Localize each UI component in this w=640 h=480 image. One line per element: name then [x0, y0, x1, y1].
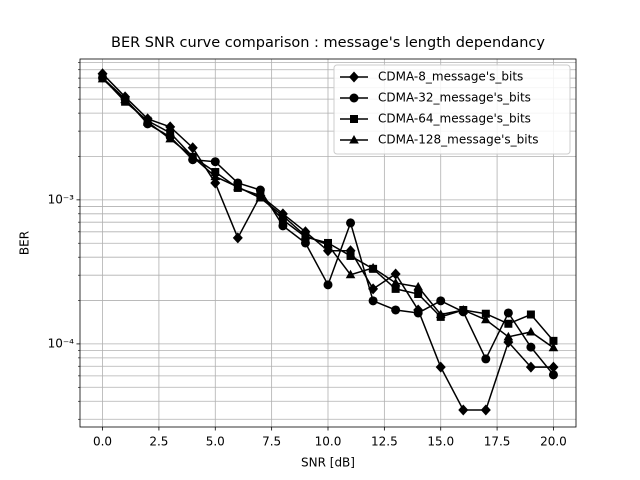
marker [503, 331, 514, 341]
marker [120, 94, 130, 104]
legend-label: CDMA-128_message's_bits [378, 133, 539, 147]
marker [166, 128, 175, 137]
marker [165, 121, 176, 133]
marker [435, 309, 446, 319]
legend-label: CDMA-64_message's_bits [378, 112, 531, 126]
legend-box [333, 64, 571, 155]
marker [481, 354, 491, 364]
y-axis-label: BER [18, 231, 32, 255]
marker [165, 133, 175, 143]
marker [346, 251, 355, 260]
x-tick-label: 12.5 [371, 435, 398, 449]
marker [278, 210, 288, 220]
marker [349, 135, 359, 144]
marker [349, 93, 359, 103]
legend-label: CDMA-8_message's_bits [378, 70, 523, 84]
marker [391, 284, 400, 293]
marker [548, 342, 559, 352]
marker [187, 142, 198, 154]
marker [210, 177, 221, 189]
marker [390, 277, 401, 287]
y-tick-label: 10⁻⁴ [48, 336, 75, 350]
marker [346, 218, 356, 228]
marker [504, 319, 513, 328]
marker [480, 404, 491, 416]
marker [526, 310, 535, 319]
marker [549, 336, 558, 345]
marker [526, 326, 536, 336]
marker [97, 73, 108, 83]
x-tick-label: 0.0 [93, 435, 112, 449]
plot-frame [79, 58, 577, 428]
marker [413, 308, 423, 318]
marker [300, 230, 311, 240]
marker [255, 193, 266, 202]
x-tick-label: 7.5 [262, 435, 281, 449]
marker [525, 361, 536, 373]
y-tick-label: 10⁻³ [48, 192, 75, 206]
marker [278, 215, 287, 224]
marker [233, 181, 243, 191]
marker [345, 269, 356, 279]
legend-label: CDMA-32_message's_bits [378, 91, 531, 105]
marker [414, 290, 423, 299]
x-tick-label: 17.5 [484, 435, 511, 449]
marker [436, 296, 446, 306]
x-tick-label: 5.0 [206, 435, 225, 449]
marker [142, 117, 153, 126]
marker [435, 361, 446, 373]
marker [503, 308, 513, 318]
marker [210, 157, 220, 167]
marker [390, 268, 401, 280]
marker [350, 115, 358, 123]
marker [323, 280, 333, 290]
marker [526, 342, 536, 352]
x-tick-label: 20.0 [540, 435, 567, 449]
chart-title: BER SNR curve comparison : message's len… [111, 35, 545, 51]
x-axis-label: SNR [dB] [301, 456, 355, 470]
marker [349, 71, 359, 83]
x-tick-label: 2.5 [149, 435, 168, 449]
x-tick-label: 15.0 [427, 435, 454, 449]
marker [368, 262, 378, 272]
marker [481, 314, 491, 324]
marker [368, 296, 378, 306]
marker [458, 404, 469, 416]
x-tick-label: 10.0 [315, 435, 342, 449]
marker [232, 232, 243, 244]
marker [548, 361, 559, 373]
marker [481, 309, 490, 318]
marker [391, 305, 401, 315]
marker [548, 370, 558, 380]
marker [210, 171, 221, 181]
marker [458, 304, 469, 314]
marker [323, 239, 333, 249]
marker [187, 151, 198, 161]
marker [413, 281, 423, 291]
